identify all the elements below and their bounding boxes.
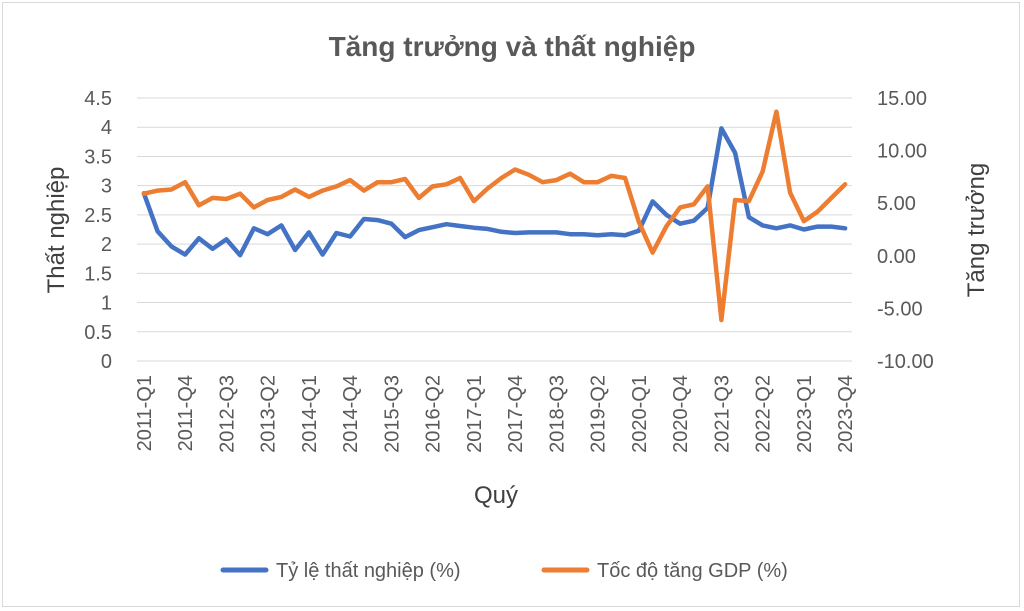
right-tick-label: 15.00: [877, 88, 927, 110]
left-tick-label: 2: [101, 234, 112, 256]
x-tick-label: 2017-Q1: [464, 375, 486, 453]
left-tick-label: 3.5: [84, 146, 112, 168]
legend-label-unemployment: Tỷ lệ thất nghiệp (%): [276, 560, 461, 582]
right-y-axis-ticks: -10.00 -5.00 0.00 5.00 10.00 15.00: [877, 88, 934, 373]
x-tick-label: 2020-Q1: [629, 375, 651, 453]
gdp-growth-series-line: [141, 109, 848, 323]
left-tick-label: 4.5: [84, 88, 112, 110]
legend: Tỷ lệ thất nghiệp (%) Tốc độ tăng GDP (%…: [220, 560, 788, 582]
unemployment-series-line: [141, 126, 848, 258]
right-tick-label: -10.00: [877, 351, 934, 373]
right-tick-label: 10.00: [877, 141, 927, 163]
x-tick-label: 2022-Q2: [753, 375, 775, 453]
x-tick-label: 2021-Q3: [711, 375, 733, 453]
left-tick-label: 0: [101, 351, 112, 373]
right-tick-label: -5.00: [877, 298, 923, 320]
left-tick-label: 2.5: [84, 205, 112, 227]
x-axis-label: Quý: [474, 482, 518, 509]
x-tick-label: 2012-Q3: [216, 375, 238, 453]
right-axis-label: Tăng trưởng: [963, 163, 990, 298]
x-tick-label: 2018-Q3: [546, 375, 568, 453]
x-tick-label: 2011-Q4: [175, 375, 197, 451]
left-tick-label: 3: [101, 176, 112, 198]
x-axis-ticks: 2011-Q1 2011-Q4 2012-Q3 2013-Q2 2014-Q1 2014-…: [134, 375, 857, 453]
x-tick-label: 2013-Q2: [258, 375, 280, 453]
chart-title: Tăng trưởng và thất nghiệp: [329, 31, 696, 62]
x-tick-label: 2015-Q3: [381, 375, 403, 453]
x-tick-label: 2011-Q1: [134, 375, 156, 451]
left-axis-label: Thất nghiệp: [43, 167, 70, 294]
right-tick-label: 0.00: [877, 246, 916, 268]
legend-label-gdp: Tốc độ tăng GDP (%): [597, 560, 788, 582]
left-tick-label: 4: [101, 117, 112, 139]
left-tick-label: 1.5: [84, 263, 112, 285]
series-lines: [141, 109, 848, 323]
right-tick-label: 5.00: [877, 193, 916, 215]
x-tick-label: 2016-Q2: [423, 375, 445, 453]
left-tick-label: 1: [101, 293, 112, 315]
x-tick-label: 2023-Q1: [794, 375, 816, 453]
left-tick-label: 0.5: [84, 322, 112, 344]
x-tick-label: 2014-Q4: [340, 375, 362, 453]
x-tick-label: 2019-Q2: [588, 375, 610, 453]
x-tick-label: 2014-Q1: [299, 375, 321, 453]
left-y-axis-ticks: 0 0.5 1 1.5 2 2.5 3 3.5 4 4.5: [84, 88, 112, 373]
x-tick-label: 2020-Q4: [670, 375, 692, 453]
x-tick-label: 2017-Q4: [505, 375, 527, 453]
x-tick-label: 2023-Q4: [835, 375, 857, 453]
